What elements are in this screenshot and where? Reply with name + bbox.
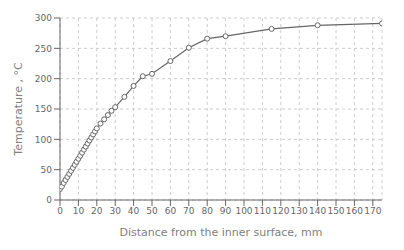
svg-text:170: 170 (364, 206, 381, 216)
svg-text:70: 70 (183, 206, 195, 216)
svg-text:100: 100 (235, 206, 252, 216)
svg-text:200: 200 (35, 74, 52, 84)
svg-text:0: 0 (46, 195, 52, 205)
svg-text:50: 50 (146, 206, 158, 216)
svg-text:250: 250 (35, 44, 52, 54)
svg-text:10: 10 (73, 206, 85, 216)
svg-text:Temperature , °C: Temperature , °C (12, 62, 25, 157)
svg-text:90: 90 (220, 206, 232, 216)
svg-text:110: 110 (254, 206, 271, 216)
svg-text:60: 60 (165, 206, 177, 216)
svg-text:150: 150 (327, 206, 344, 216)
svg-text:30: 30 (109, 206, 121, 216)
svg-text:0: 0 (57, 206, 63, 216)
svg-text:50: 50 (41, 165, 53, 175)
svg-text:80: 80 (201, 206, 213, 216)
svg-text:160: 160 (346, 206, 363, 216)
svg-text:100: 100 (35, 135, 52, 145)
svg-text:40: 40 (128, 206, 140, 216)
svg-text:Distance from the inner surfac: Distance from the inner surface, mm (119, 226, 322, 239)
svg-text:150: 150 (35, 104, 52, 114)
svg-text:300: 300 (35, 13, 52, 23)
svg-text:20: 20 (91, 206, 103, 216)
svg-text:130: 130 (291, 206, 308, 216)
svg-text:140: 140 (309, 206, 326, 216)
svg-text:120: 120 (272, 206, 289, 216)
